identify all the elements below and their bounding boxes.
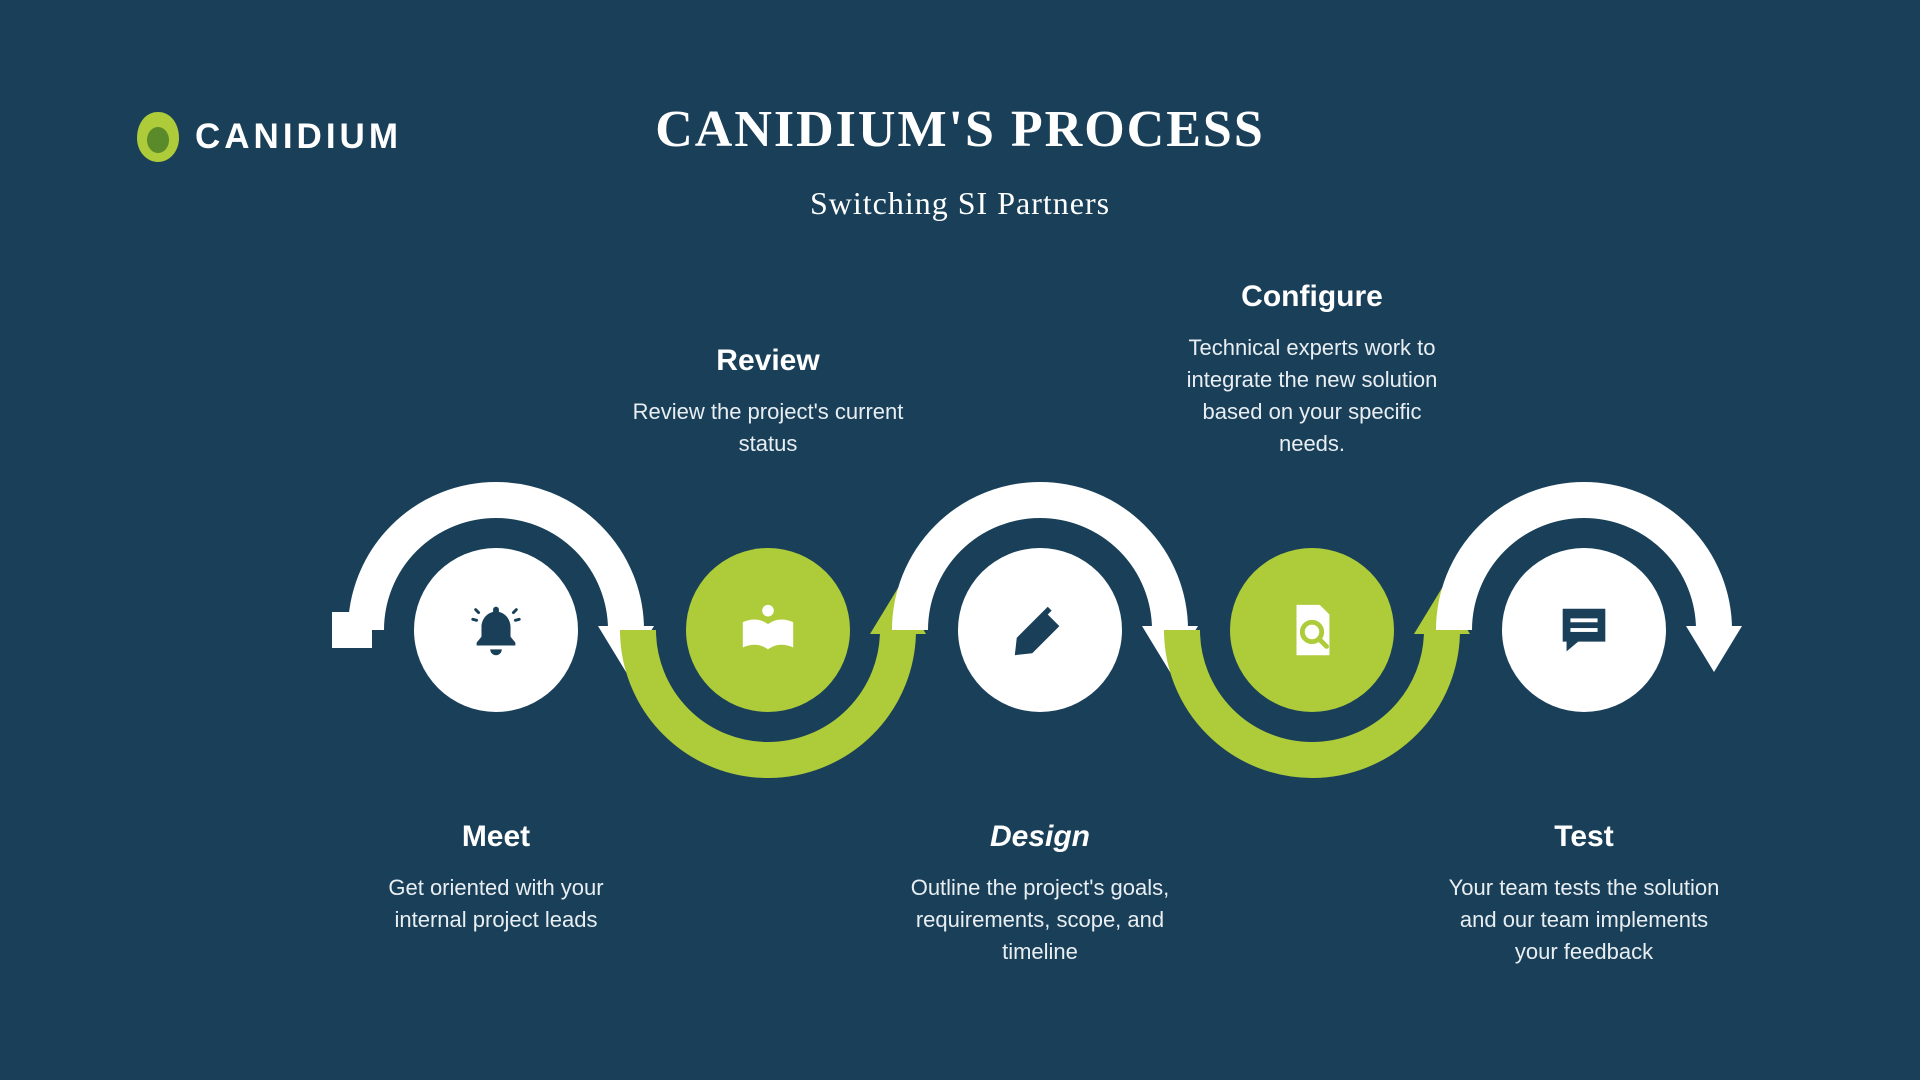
document-search-icon xyxy=(1281,599,1343,661)
step-circle-configure xyxy=(1230,548,1394,712)
step-circle-meet xyxy=(414,548,578,712)
process-flow: Meet Get oriented with your internal pro… xyxy=(260,500,1660,760)
step-circle-review xyxy=(686,548,850,712)
step-label-configure: Configure Technical experts work to inte… xyxy=(1172,280,1452,460)
step-label-review: Review Review the project's current stat… xyxy=(628,344,908,460)
header: CANIDIUM'S PROCESS Switching SI Partners xyxy=(0,100,1920,222)
step-title-design: Design xyxy=(900,820,1180,854)
bell-icon xyxy=(465,599,527,661)
book-open-icon xyxy=(737,599,799,661)
step-desc-configure: Technical experts work to integrate the … xyxy=(1172,332,1452,460)
step-title-test: Test xyxy=(1444,820,1724,854)
step-desc-review: Review the project's current status xyxy=(628,396,908,460)
step-title-review: Review xyxy=(628,344,908,378)
step-title-configure: Configure xyxy=(1172,280,1452,314)
step-desc-design: Outline the project's goals, requirement… xyxy=(900,872,1180,968)
step-desc-meet: Get oriented with your internal project … xyxy=(356,872,636,936)
step-label-meet: Meet Get oriented with your internal pro… xyxy=(356,820,636,936)
page-title: CANIDIUM'S PROCESS xyxy=(0,100,1920,159)
pencil-icon xyxy=(1009,599,1071,661)
step-circle-test xyxy=(1502,548,1666,712)
step-title-meet: Meet xyxy=(356,820,636,854)
chat-icon xyxy=(1553,599,1615,661)
step-circle-design xyxy=(958,548,1122,712)
step-label-design: Design Outline the project's goals, requ… xyxy=(900,820,1180,968)
step-label-test: Test Your team tests the solution and ou… xyxy=(1444,820,1724,968)
page-subtitle: Switching SI Partners xyxy=(0,185,1920,222)
step-desc-test: Your team tests the solution and our tea… xyxy=(1444,872,1724,968)
